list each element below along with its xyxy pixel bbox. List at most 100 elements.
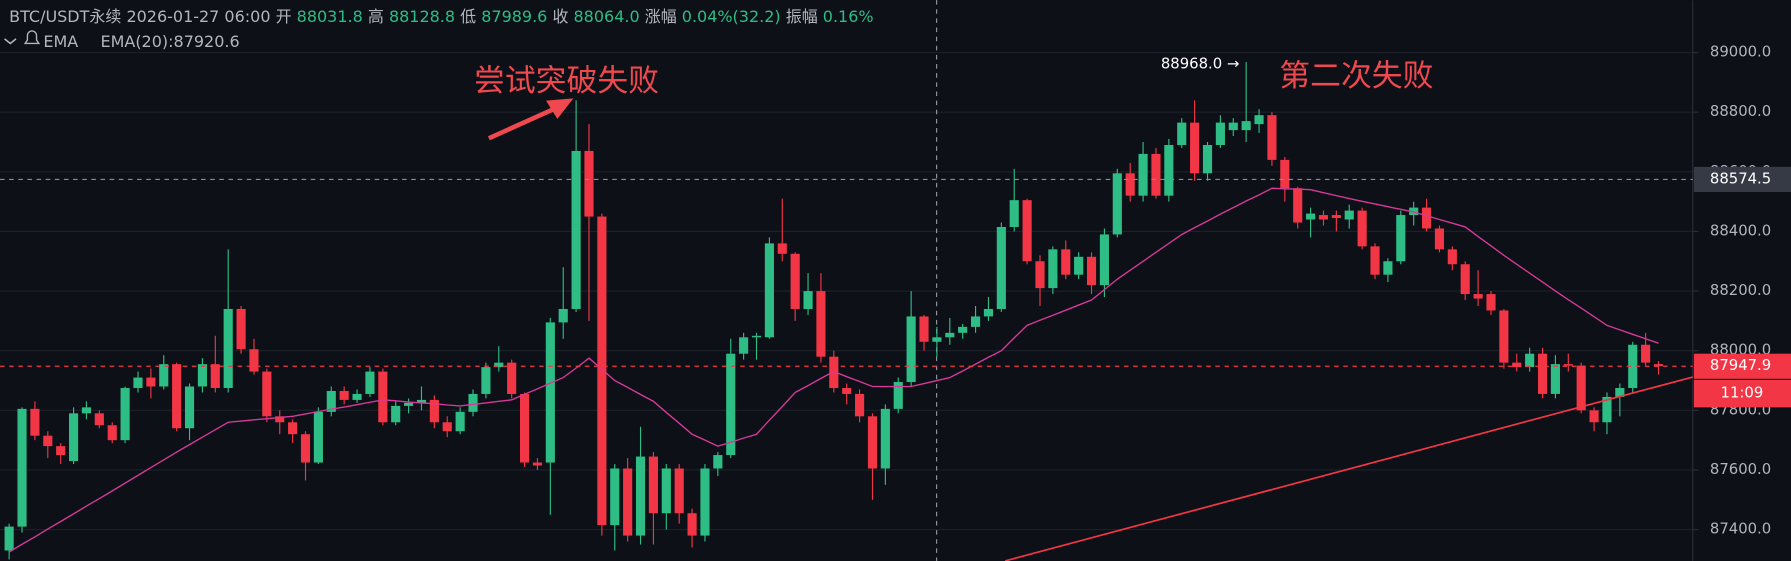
- candle-body: [43, 435, 53, 447]
- y-tick-label: 88200.0: [1710, 282, 1771, 299]
- candle-body: [1576, 365, 1586, 411]
- candle-body: [159, 364, 169, 387]
- candle-body: [867, 416, 878, 469]
- indicator-name: EMA: [43, 32, 78, 51]
- peak-label: 88968.0 →: [1161, 55, 1239, 72]
- candle-body: [1628, 344, 1638, 388]
- candle-body: [1344, 210, 1354, 220]
- candle-body: [1048, 249, 1058, 289]
- candle-body: [172, 364, 182, 429]
- candle-body: [1306, 213, 1316, 220]
- candle-body: [416, 399, 427, 403]
- candle-body: [1318, 215, 1329, 220]
- arrow-head: [545, 98, 574, 119]
- annotation: 第二次失败: [1279, 58, 1433, 94]
- candle-body: [1202, 144, 1213, 174]
- candle-body: [661, 468, 671, 514]
- candle-body: [442, 422, 452, 432]
- collapse-icon[interactable]: [4, 38, 17, 45]
- candle-body: [1009, 200, 1019, 227]
- plot: [4, 62, 1664, 560]
- candle-body: [1409, 207, 1419, 216]
- value: 88031.8: [297, 7, 363, 26]
- candle-body: [635, 456, 646, 536]
- candle-body: [404, 402, 414, 406]
- candle-body: [1537, 353, 1548, 394]
- candle-body: [1499, 310, 1509, 363]
- candle-body: [958, 326, 968, 333]
- candle-body: [365, 371, 375, 394]
- candle-body: [1486, 294, 1496, 311]
- candle-body: [726, 353, 736, 456]
- value: 0.04%(32.2): [682, 7, 781, 26]
- candle-body: [1589, 410, 1599, 423]
- y-tick-label: 88800.0: [1710, 103, 1771, 120]
- value: 88064.0: [574, 7, 640, 26]
- candle-body: [584, 150, 594, 217]
- annotation: 尝试突破失败: [474, 63, 659, 99]
- grid: [0, 51, 1693, 531]
- label: 低: [460, 7, 476, 26]
- y-tick-label: 89000.0: [1710, 44, 1771, 61]
- candle-body: [803, 291, 813, 309]
- arrow-shaft: [487, 105, 559, 141]
- countdown-box: [1693, 379, 1791, 408]
- ohlc-header: BTC/USDT永续 2026-01-27 06:00 开 88031.8 高 …: [9, 7, 873, 26]
- candle-body: [1602, 396, 1612, 423]
- candle-body: [339, 390, 349, 400]
- candle-body: [481, 367, 491, 394]
- candle-body: [1473, 294, 1483, 299]
- candle-body: [519, 393, 530, 463]
- candle-body: [391, 405, 401, 423]
- candle-body: [1280, 159, 1290, 189]
- candle-body: [1177, 122, 1187, 145]
- candle-body: [1086, 256, 1097, 286]
- candle-body: [1151, 153, 1161, 196]
- legend-entry: EMA(20):87920.6: [101, 32, 240, 51]
- candle-body: [1228, 122, 1238, 131]
- candle-body: [275, 416, 285, 423]
- candle-body: [1615, 387, 1625, 397]
- candle-body: [842, 387, 852, 394]
- candle-body: [1215, 122, 1225, 145]
- y-tick-label: 87600.0: [1710, 461, 1771, 478]
- candle-body: [1563, 364, 1573, 366]
- candle-body: [790, 253, 800, 309]
- candle-body: [300, 434, 311, 463]
- candle-body: [133, 377, 143, 388]
- candle-body: [945, 332, 955, 338]
- candle-body: [288, 422, 298, 435]
- candle-body: [1267, 115, 1277, 160]
- candle-body: [1331, 215, 1341, 219]
- candle-body: [1512, 362, 1522, 368]
- candle-body: [1061, 249, 1071, 275]
- candle-body: [313, 411, 323, 463]
- candle-body: [1241, 121, 1251, 131]
- indicator-row[interactable]: EMA EMA(20):87920.6: [4, 30, 240, 51]
- candle-body: [983, 308, 994, 317]
- candle-body: [739, 337, 749, 354]
- candle-body: [919, 316, 929, 342]
- candle-body: [648, 456, 658, 514]
- candle-body: [184, 386, 195, 429]
- time: 2026-01-27 06:00: [126, 7, 270, 26]
- candle-body: [210, 364, 220, 388]
- candle-body: [996, 226, 1006, 309]
- candle-body: [597, 216, 607, 526]
- candle-body: [880, 408, 890, 469]
- candle-body: [107, 425, 117, 441]
- candle-body: [1421, 207, 1432, 229]
- candle-body: [494, 362, 504, 368]
- label: 开: [276, 7, 292, 26]
- candle-body: [197, 364, 207, 387]
- candle-body: [932, 337, 942, 342]
- candle-body: [455, 411, 465, 432]
- candle-body: [674, 468, 684, 514]
- price-label: 88574.5: [1710, 170, 1771, 187]
- candle-body: [1190, 122, 1200, 174]
- candle-body: [1434, 228, 1445, 250]
- alert-icon[interactable]: [23, 30, 41, 45]
